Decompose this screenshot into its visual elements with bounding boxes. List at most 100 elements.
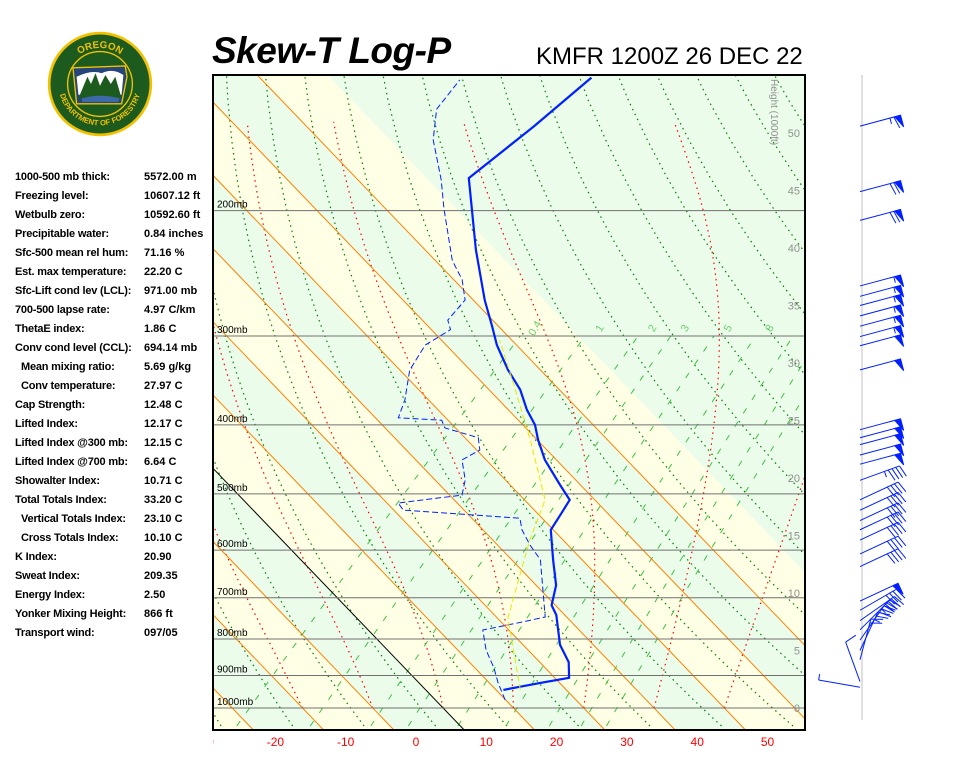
wind-barb-staff (859, 511, 899, 531)
stat-label: Freezing level: (15, 190, 89, 202)
x-tick-label: -20 (267, 735, 285, 749)
wind-barb-feather (875, 615, 889, 619)
wind-barb (859, 334, 905, 347)
wind-barb (859, 114, 905, 129)
wind-barb-staff (818, 679, 861, 688)
wind-barb-feather (897, 502, 907, 513)
wind-barb-staff (859, 443, 901, 456)
height-tick-label: 15 (788, 531, 800, 543)
wind-barb-staff (859, 619, 872, 660)
wind-barb (859, 521, 907, 541)
wind-barb-feather (891, 468, 900, 480)
dry-adiabat (915, 53, 960, 726)
dry-adiabat (800, 53, 960, 726)
mixing-ratio-line (370, 335, 639, 727)
stat-row: Cap Strength: 12.48 C (15, 396, 211, 415)
x-tick-label: 20 (550, 735, 564, 749)
x-tick-label: 40 (691, 735, 705, 749)
stat-row: Energy Index: 2.50 (15, 586, 211, 605)
wind-barb (859, 481, 907, 501)
mixing-ratio-label: 8 (763, 323, 776, 334)
wind-pennant (891, 582, 904, 595)
wind-barb-feather (886, 497, 896, 508)
wind-barb (859, 452, 905, 466)
wind-barb-staff (859, 548, 899, 568)
stat-row: Conv temperature: 27.97 C (15, 377, 211, 396)
stat-label: Mean mixing ratio: (21, 361, 115, 373)
zero-isotherm (213, 467, 465, 730)
stat-value: 12.48 C (144, 399, 183, 411)
wind-barb-feather (889, 212, 897, 224)
isotherm (213, 540, 395, 730)
oregon-forestry-logo: OREGON DEPARTMENT OF FORESTRY (47, 31, 153, 137)
wind-barb-feather (897, 492, 907, 503)
wind-barb (859, 582, 904, 602)
isobar-label: 1000mb (217, 697, 254, 708)
stat-value: 33.20 C (144, 494, 183, 506)
stat-label: Yonker Mixing Height: (15, 608, 127, 620)
stat-label: Vertical Totals Index: (21, 513, 126, 525)
wind-barb-feather (893, 211, 901, 223)
wind-half-feather (893, 287, 896, 294)
wind-barb-feather (899, 465, 907, 477)
wind-barb (859, 294, 905, 307)
stat-value: 1.86 C (144, 323, 177, 335)
isotherm (256, 75, 805, 647)
wind-barb-staff (859, 358, 901, 371)
isotherm (213, 321, 606, 730)
wind-barb-staff (859, 481, 899, 501)
stat-label: ThetaE index: (15, 323, 85, 335)
isotherm (0, 75, 183, 730)
wind-barb-feather (894, 523, 903, 534)
stat-label: Sfc-Lift cond lev (LCL): (15, 285, 132, 297)
isotherm-band (0, 75, 113, 730)
stat-row: Lifted Index @700 mb: 6.64 C (15, 453, 211, 472)
wind-barb (859, 599, 901, 631)
stat-row: ThetaE index: 1.86 C (15, 320, 211, 339)
stat-row: Conv cond level (CCL): 694.14 mb (15, 339, 211, 358)
stat-value: 866 ft (144, 608, 173, 620)
stat-row: Sfc-500 mean rel hum: 71.16 % (15, 244, 211, 263)
isobar-label: 400mb (217, 414, 248, 425)
isobar-label: 800mb (217, 628, 248, 639)
stat-label: Lifted Index @700 mb: (15, 456, 128, 468)
plot-area: 1000mb 900mb 800mb 700mb 600mb 500mb 400mb 300m… (0, 53, 960, 730)
chart-title: Skew-T Log-P (212, 30, 451, 71)
wind-half-feather (818, 674, 821, 681)
stat-label: Sfc-500 mean rel hum: (15, 247, 129, 259)
wind-half-feather (893, 317, 896, 324)
wind-barb-feather (894, 493, 903, 505)
isobar-label: 300mb (217, 325, 248, 336)
wind-barb (859, 433, 905, 446)
parcel-line (499, 339, 546, 690)
wind-barb-feather (886, 553, 896, 564)
wind-barb-feather (897, 481, 907, 493)
dry-adiabat (21, 53, 150, 726)
wind-barb-feather (890, 495, 899, 506)
stat-value: 20.90 (144, 551, 172, 563)
stat-row: Sfc-Lift cond lev (LCL): 971.00 mb (15, 282, 211, 301)
wind-barb (859, 325, 905, 338)
wind-barb-staff (859, 426, 901, 439)
wind-barb (859, 284, 905, 298)
height-tick-label: 5 (794, 646, 800, 658)
stat-row: Lifted Index: 12.17 C (15, 415, 211, 434)
wind-barb-staff (859, 502, 899, 522)
stat-value: 10.10 C (144, 532, 183, 544)
dry-adiabat (382, 75, 794, 727)
wind-barb (859, 491, 907, 511)
wind-barb-feather (889, 592, 899, 603)
wind-barb-feather (896, 588, 906, 599)
stat-label: Cap Strength: (15, 399, 86, 411)
wind-barb-staff (859, 418, 901, 431)
wind-pennant (893, 114, 905, 128)
stat-value: 5572.00 m (144, 171, 197, 183)
stat-value: 71.16 % (144, 247, 185, 259)
wind-barb (859, 358, 905, 371)
stat-label: Conv temperature: (21, 380, 116, 392)
stat-row: Wetbulb zero: 10592.60 ft (15, 206, 211, 225)
wind-barb-feather (886, 507, 896, 518)
wind-barb-staff (859, 452, 901, 465)
isotherm (213, 174, 746, 730)
